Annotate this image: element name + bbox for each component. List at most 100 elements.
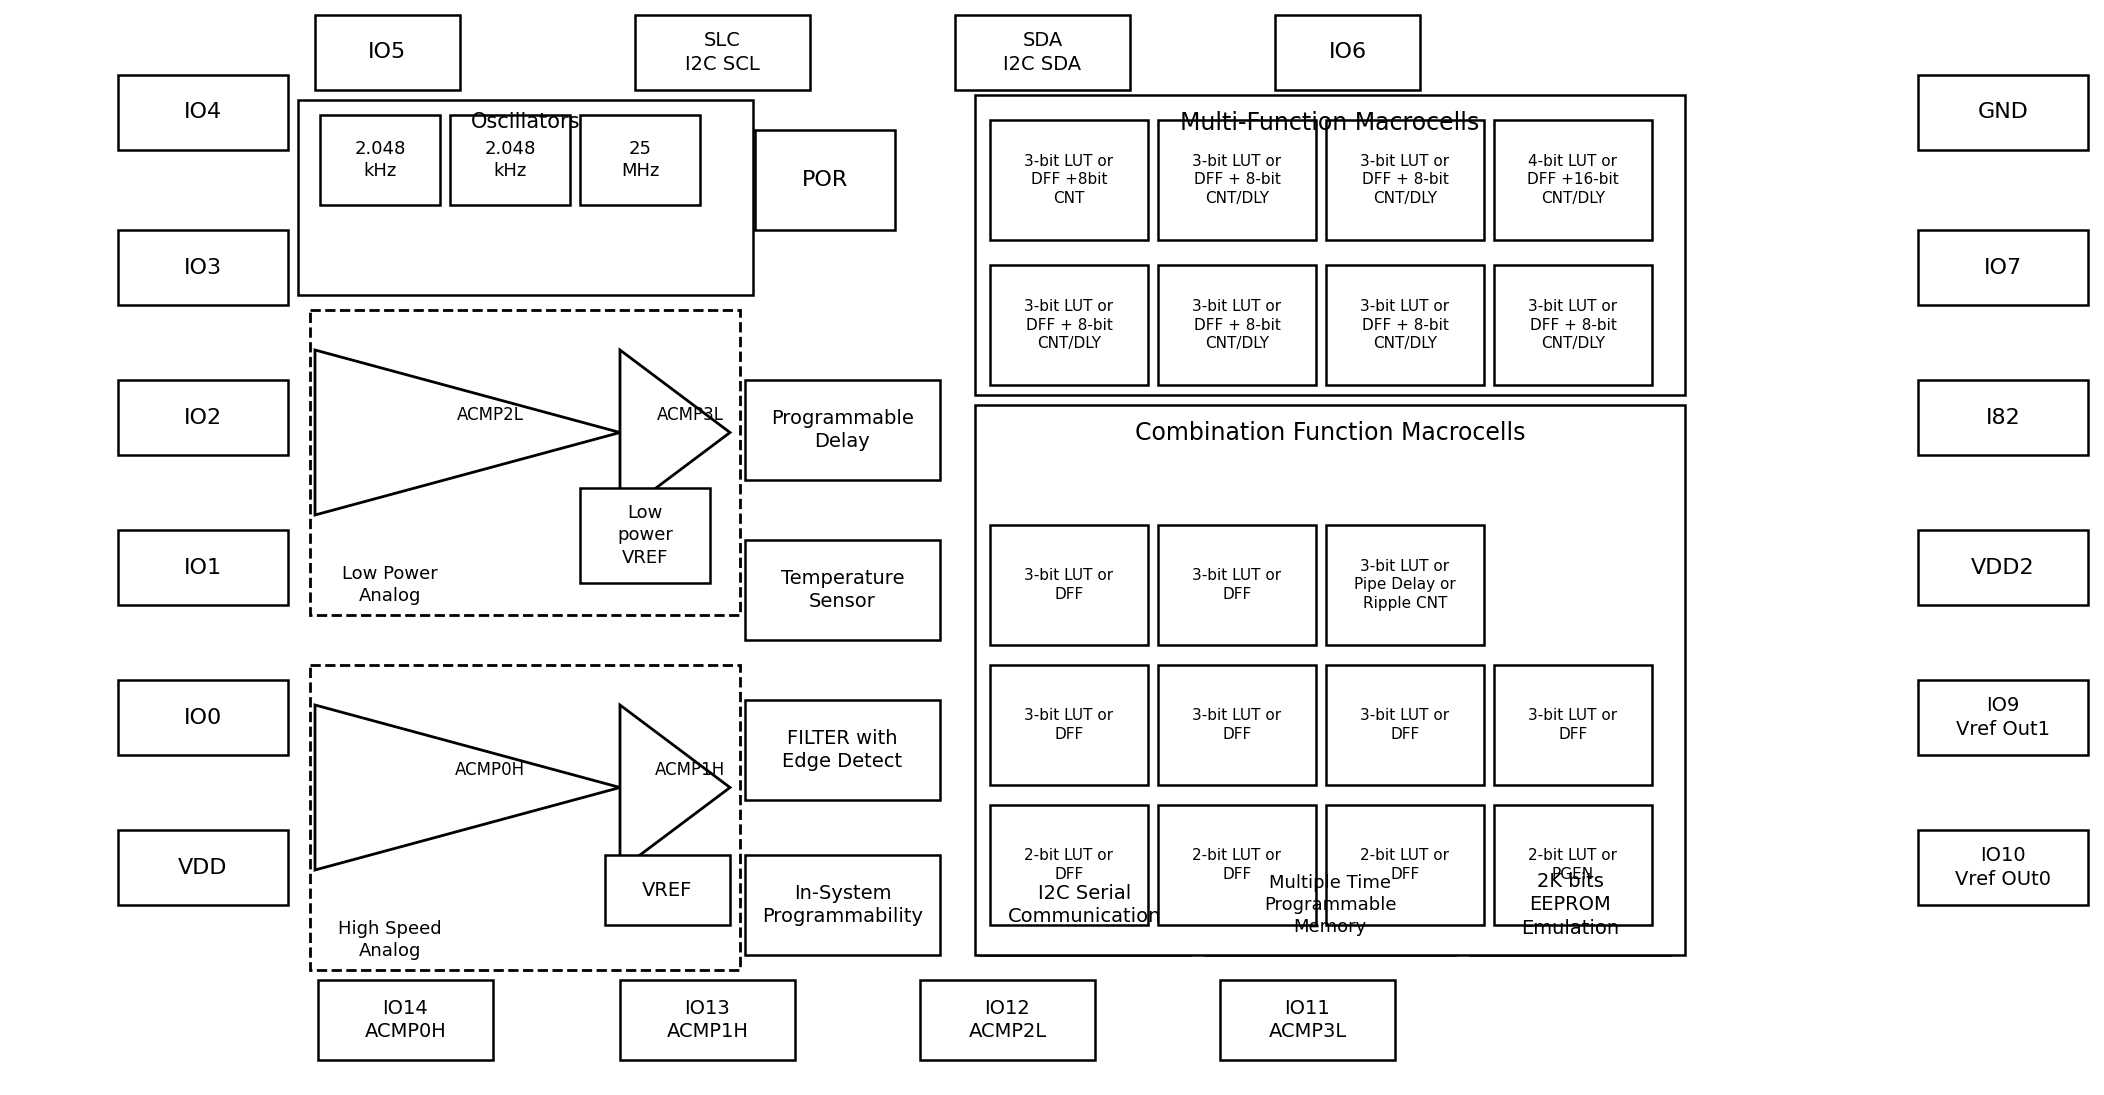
Text: 3-bit LUT or
DFF +8bit
CNT: 3-bit LUT or DFF +8bit CNT: [1025, 154, 1113, 206]
Bar: [974, 95, 1685, 395]
Bar: [991, 665, 1149, 785]
Bar: [118, 830, 288, 904]
Bar: [318, 980, 492, 1060]
Text: IO4: IO4: [183, 103, 223, 123]
Bar: [309, 310, 741, 615]
Bar: [1919, 680, 2087, 754]
Text: GND: GND: [1978, 103, 2028, 123]
Bar: [1220, 980, 1395, 1060]
Bar: [1326, 805, 1483, 925]
Text: IO7: IO7: [1984, 257, 2022, 277]
Text: IO11
ACMP3L: IO11 ACMP3L: [1269, 999, 1347, 1041]
Text: ACMP0H: ACMP0H: [454, 761, 526, 779]
Text: SDA
I2C SDA: SDA I2C SDA: [1004, 32, 1081, 73]
Bar: [1471, 855, 1671, 955]
Bar: [606, 855, 730, 925]
Text: IO3: IO3: [183, 257, 223, 277]
Text: IO2: IO2: [183, 407, 223, 427]
Text: Oscillators: Oscillators: [471, 112, 581, 132]
Text: 2.048
kHz: 2.048 kHz: [353, 140, 406, 180]
Bar: [1326, 665, 1483, 785]
Text: 3-bit LUT or
DFF: 3-bit LUT or DFF: [1528, 708, 1618, 741]
Text: IO13
ACMP1H: IO13 ACMP1H: [667, 999, 749, 1041]
Text: Multi-Function Macrocells: Multi-Function Macrocells: [1180, 111, 1479, 135]
Text: 3-bit LUT or
DFF + 8-bit
CNT/DLY: 3-bit LUT or DFF + 8-bit CNT/DLY: [1361, 299, 1450, 351]
Bar: [1919, 380, 2087, 456]
Text: IO12
ACMP2L: IO12 ACMP2L: [968, 999, 1046, 1041]
Text: High Speed
Analog: High Speed Analog: [339, 920, 442, 960]
Bar: [450, 115, 570, 205]
Text: 2-bit LUT or
DFF: 2-bit LUT or DFF: [1193, 849, 1281, 881]
Text: I2C Serial
Communication: I2C Serial Communication: [1008, 884, 1161, 926]
Text: 2-bit LUT or
PGEN: 2-bit LUT or PGEN: [1528, 849, 1618, 881]
Text: 4-bit LUT or
DFF +16-bit
CNT/DLY: 4-bit LUT or DFF +16-bit CNT/DLY: [1528, 154, 1618, 206]
Bar: [118, 530, 288, 606]
Bar: [1494, 665, 1652, 785]
Bar: [118, 680, 288, 754]
Bar: [755, 130, 894, 230]
Bar: [974, 405, 1685, 955]
Bar: [118, 74, 288, 150]
Bar: [745, 855, 940, 955]
Text: Multiple Time
Programmable
Memory: Multiple Time Programmable Memory: [1265, 874, 1397, 936]
Text: In-System
Programmability: In-System Programmability: [762, 884, 924, 926]
Bar: [745, 380, 940, 480]
Bar: [991, 525, 1149, 645]
Text: IO1: IO1: [183, 557, 223, 577]
Text: ACMP1H: ACMP1H: [654, 761, 726, 779]
Text: VREF: VREF: [642, 880, 692, 899]
Bar: [745, 540, 940, 639]
Bar: [980, 855, 1191, 955]
Bar: [621, 980, 795, 1060]
Text: 3-bit LUT or
DFF + 8-bit
CNT/DLY: 3-bit LUT or DFF + 8-bit CNT/DLY: [1025, 299, 1113, 351]
Text: Temperature
Sensor: Temperature Sensor: [781, 568, 905, 611]
Text: 3-bit LUT or
DFF: 3-bit LUT or DFF: [1361, 708, 1450, 741]
Bar: [1919, 74, 2087, 150]
Text: 3-bit LUT or
DFF: 3-bit LUT or DFF: [1025, 568, 1113, 602]
Bar: [1157, 665, 1315, 785]
Bar: [1326, 525, 1483, 645]
Bar: [581, 115, 701, 205]
Text: Programmable
Delay: Programmable Delay: [770, 408, 913, 451]
Text: 3-bit LUT or
DFF + 8-bit
CNT/DLY: 3-bit LUT or DFF + 8-bit CNT/DLY: [1361, 154, 1450, 206]
Bar: [1494, 805, 1652, 925]
Text: IO14
ACMP0H: IO14 ACMP0H: [364, 999, 446, 1041]
Text: 3-bit LUT or
DFF + 8-bit
CNT/DLY: 3-bit LUT or DFF + 8-bit CNT/DLY: [1528, 299, 1618, 351]
Text: ACMP3L: ACMP3L: [656, 406, 724, 424]
Bar: [745, 700, 940, 800]
Bar: [919, 980, 1094, 1060]
Bar: [1494, 265, 1652, 385]
Text: 3-bit LUT or
DFF + 8-bit
CNT/DLY: 3-bit LUT or DFF + 8-bit CNT/DLY: [1193, 154, 1281, 206]
Text: VDD2: VDD2: [1971, 557, 2035, 577]
Text: VDD: VDD: [179, 857, 227, 877]
Text: Combination Function Macrocells: Combination Function Macrocells: [1134, 420, 1525, 445]
Text: 2.048
kHz: 2.048 kHz: [484, 140, 537, 180]
Bar: [1919, 830, 2087, 904]
Bar: [991, 805, 1149, 925]
Bar: [1157, 525, 1315, 645]
Bar: [1275, 15, 1420, 90]
Text: SLC
I2C SCL: SLC I2C SCL: [686, 32, 760, 73]
Bar: [1206, 855, 1456, 955]
Bar: [1919, 530, 2087, 606]
Text: FILTER with
Edge Detect: FILTER with Edge Detect: [783, 729, 903, 771]
Text: 2-bit LUT or
DFF: 2-bit LUT or DFF: [1361, 849, 1450, 881]
Bar: [309, 665, 741, 970]
Text: IO6: IO6: [1328, 43, 1368, 62]
Bar: [955, 15, 1130, 90]
Text: 3-bit LUT or
DFF: 3-bit LUT or DFF: [1025, 708, 1113, 741]
Bar: [1326, 265, 1483, 385]
Text: 25
MHz: 25 MHz: [621, 140, 659, 180]
Text: 3-bit LUT or
DFF: 3-bit LUT or DFF: [1193, 708, 1281, 741]
Text: 3-bit LUT or
DFF: 3-bit LUT or DFF: [1193, 568, 1281, 602]
Bar: [1157, 120, 1315, 240]
Text: IO5: IO5: [368, 43, 406, 62]
Text: I82: I82: [1986, 407, 2020, 427]
Bar: [1919, 230, 2087, 306]
Text: ACMP2L: ACMP2L: [457, 406, 524, 424]
Text: POR: POR: [802, 170, 848, 191]
Bar: [1494, 120, 1652, 240]
Bar: [581, 488, 709, 583]
Bar: [299, 100, 753, 295]
Bar: [991, 120, 1149, 240]
